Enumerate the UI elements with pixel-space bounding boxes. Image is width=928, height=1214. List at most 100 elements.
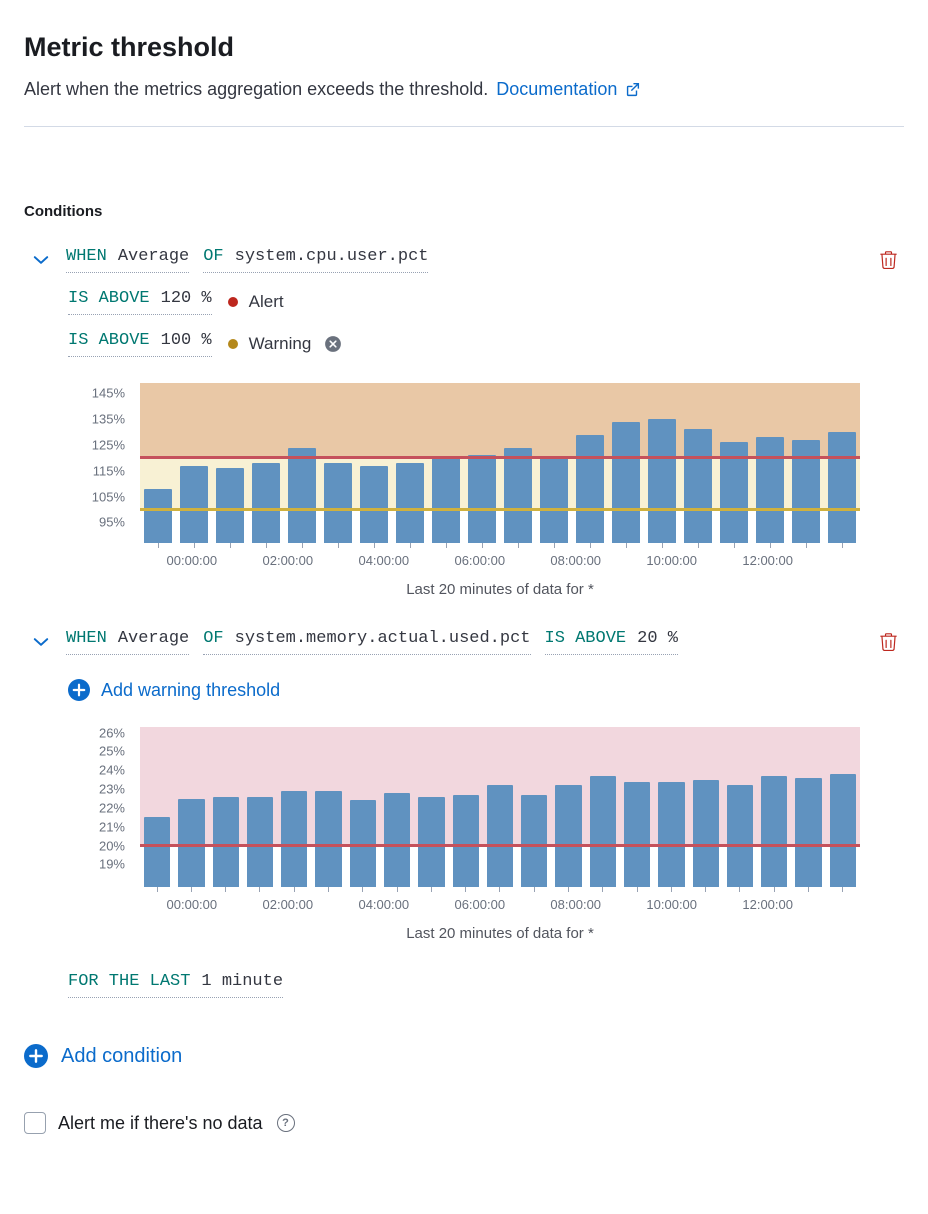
y-tick-label: 22% [98,800,125,816]
expression-value: 20 % [637,628,678,648]
x-tickmarks [140,543,860,549]
bar-slot [795,727,822,887]
bar-slot [178,727,205,887]
condition-2-preview-chart: 26% 25% 24% 23% 22% 21% 20% 19% 00:00:00 02:00:00… [64,725,904,942]
x-tick-label: 04:00:00 [358,897,410,912]
chart-bar [178,798,205,887]
time-window-expression[interactable]: FOR THE LAST 1 minute [68,972,284,998]
chart-bar [281,791,308,887]
chart-bar [486,785,514,887]
add-condition-button[interactable]: Add condition [24,1044,904,1068]
warning-threshold-expression[interactable]: IS ABOVE 100 % [68,331,212,357]
x-tick-label: 08:00:00 [550,897,602,912]
page-subtitle: Alert when the metrics aggregation excee… [24,79,904,100]
no-data-checkbox[interactable] [24,1112,46,1134]
x-tickmark [465,887,467,892]
x-tickmark [265,543,267,548]
alert-threshold-expression[interactable]: IS ABOVE 20 % [544,628,678,655]
bar-slot [315,727,342,887]
bar-slot [792,383,820,543]
chart-bar [612,421,640,543]
alert-threshold-expression[interactable]: IS ABOVE 120 % [68,289,212,315]
bars-group [140,383,860,543]
plus-circle-icon [24,1044,48,1068]
x-tickmark [445,543,447,548]
chart-bar [360,465,388,543]
add-warning-threshold-button[interactable]: Add warning threshold [68,679,904,701]
bar-slot [144,727,171,887]
time-window-row: FOR THE LAST 1 minute [68,972,904,998]
aggregation-expression[interactable]: WHEN Average [66,629,190,655]
plus-circle-icon [68,679,90,701]
chart-bar [418,796,445,887]
threshold-line-alert [140,456,860,460]
y-tick-label: 23% [98,781,125,797]
bar-slot [521,727,548,887]
alert-threshold-row: IS ABOVE 120 % Alert [68,289,904,315]
condition-1-preview-chart: 145% 135% 125% 115% 105% 95% 00:00:00 02:00:00 0… [64,383,904,598]
x-tickmark [157,543,159,548]
x-tick-slot [612,543,640,549]
x-tick-slot [468,543,496,549]
page-title: Metric threshold [24,32,235,62]
bar-slot [144,383,172,543]
x-tickmark [625,543,627,548]
delete-condition-button[interactable] [875,628,902,655]
x-tick-slot [487,887,513,893]
y-tick-label: 19% [98,856,125,872]
chart-bar [540,457,568,543]
chart-bar [761,775,788,887]
remove-warning-button[interactable] [322,333,344,355]
chart-bar [828,432,856,543]
x-tick-slot [658,887,684,893]
bar-slot [360,383,388,543]
delete-condition-button[interactable] [875,246,902,273]
bar-slot [720,383,748,543]
x-tickmark [481,543,483,548]
x-tickmark [602,887,604,892]
x-tick-slot [648,543,676,549]
chart-bar [315,791,342,887]
bar-slot [349,727,376,887]
expression-keyword: WHEN [66,246,107,266]
x-tickmark [190,887,192,892]
bar-slot [252,383,280,543]
expression-keyword: FOR THE LAST [68,972,191,991]
chart-bar [288,447,316,543]
x-tickmark [396,887,398,892]
threshold-line-warning [140,507,860,511]
chart-bar [504,447,532,543]
x-tick-slot [350,887,376,893]
bar-slot [246,727,274,887]
x-tick-slot [504,543,532,549]
expression-value: system.cpu.user.pct [234,246,429,266]
bar-slot [756,383,784,543]
chart-bar [212,796,239,887]
x-tickmark [337,543,339,548]
aggregation-expression[interactable]: WHEN Average [66,246,190,273]
bars-group [140,727,860,887]
x-tickmark [362,887,364,892]
x-axis: 00:00:00 02:00:00 04:00:00 06:00:00 08:00:00… [140,887,860,915]
documentation-link[interactable]: Documentation [496,79,618,99]
x-tick-slot [792,543,820,549]
chart-bar [396,463,424,543]
chevron-down-icon[interactable] [30,249,52,271]
chevron-down-icon[interactable] [30,631,52,653]
metric-expression[interactable]: OF system.memory.actual.used.pct [203,629,531,655]
x-tickmark [670,887,672,892]
question-icon[interactable]: ? [276,1114,295,1132]
x-tickmark [229,543,231,548]
x-tick-slot [828,543,856,549]
no-data-row: Alert me if there's no data ? [24,1112,904,1134]
x-tickmark [773,887,775,892]
subtitle-text: Alert when the metrics aggregation excee… [24,79,489,99]
metric-expression[interactable]: OF system.cpu.user.pct [203,246,429,273]
alert-legend-label: Alert [248,292,284,311]
chart-bar [726,785,754,887]
x-tick-slot [247,887,273,893]
chart-bar [692,779,719,887]
chart-bar [658,781,685,887]
x-tick-slot [684,543,712,549]
